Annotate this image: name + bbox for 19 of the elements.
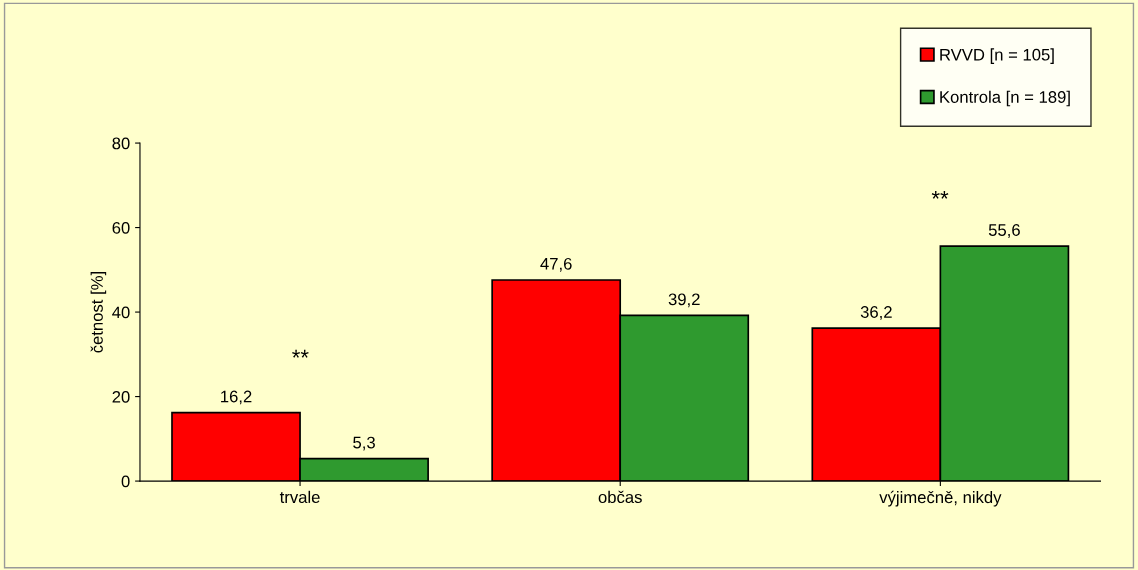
legend-label: Kontrola [n = 189] xyxy=(940,90,1070,107)
y-tick-label: 20 xyxy=(112,390,130,403)
annotation: ** xyxy=(292,349,309,358)
x-tick-label: trvale xyxy=(279,490,320,504)
data-label: 5,3 xyxy=(353,436,375,451)
y-axis-title: četnost [%] xyxy=(90,272,107,353)
data-label: 39,2 xyxy=(668,293,700,308)
y-tick-label: 60 xyxy=(112,221,130,234)
data-label: 16,2 xyxy=(221,390,252,405)
data-label: 55,6 xyxy=(988,224,1020,238)
data-label: 36,2 xyxy=(860,306,892,320)
y-tick-label: 0 xyxy=(121,475,130,488)
x-tick-label: výjimečně, nikdy xyxy=(879,490,1002,507)
annotation: ** xyxy=(931,190,949,199)
y-tick-label: 40 xyxy=(112,306,130,319)
legend-label: RVVD [n = 105] xyxy=(940,48,1054,64)
data-label: 47,6 xyxy=(540,257,572,272)
y-tick-label: 80 xyxy=(112,137,130,150)
x-tick-label: občas xyxy=(598,490,642,504)
